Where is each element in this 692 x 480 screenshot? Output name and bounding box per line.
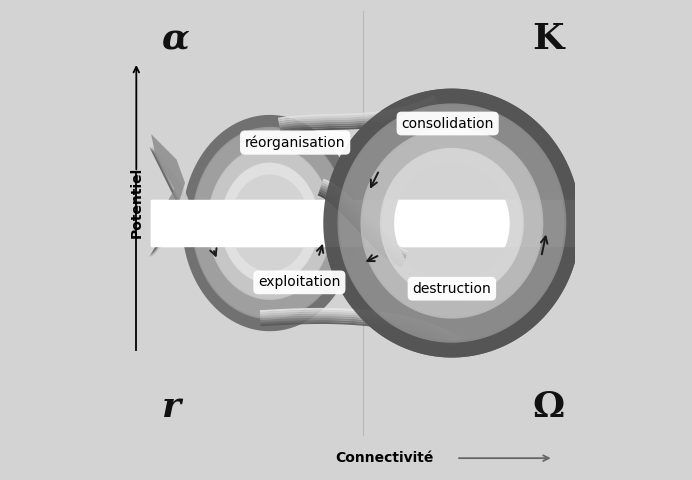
Polygon shape bbox=[318, 191, 404, 265]
Polygon shape bbox=[338, 103, 566, 343]
Polygon shape bbox=[260, 310, 459, 341]
Polygon shape bbox=[361, 128, 543, 319]
Bar bbox=[151, 200, 575, 246]
Polygon shape bbox=[321, 183, 407, 257]
Polygon shape bbox=[361, 128, 543, 319]
Polygon shape bbox=[380, 148, 524, 298]
Polygon shape bbox=[318, 193, 403, 267]
Polygon shape bbox=[320, 185, 406, 259]
Polygon shape bbox=[323, 89, 581, 358]
Polygon shape bbox=[319, 189, 405, 263]
Polygon shape bbox=[278, 96, 436, 122]
Polygon shape bbox=[320, 187, 406, 261]
Text: consolidation: consolidation bbox=[401, 117, 494, 131]
Polygon shape bbox=[280, 102, 439, 128]
Polygon shape bbox=[153, 147, 193, 257]
Polygon shape bbox=[260, 322, 453, 351]
Polygon shape bbox=[192, 127, 348, 319]
Polygon shape bbox=[260, 316, 457, 346]
Polygon shape bbox=[208, 146, 332, 300]
Polygon shape bbox=[149, 147, 189, 257]
Polygon shape bbox=[260, 318, 455, 348]
Polygon shape bbox=[182, 115, 358, 331]
Polygon shape bbox=[380, 148, 524, 298]
Polygon shape bbox=[280, 108, 441, 133]
Polygon shape bbox=[279, 100, 438, 126]
Polygon shape bbox=[221, 163, 319, 284]
Polygon shape bbox=[260, 314, 457, 344]
Text: K: K bbox=[533, 22, 564, 56]
Text: r: r bbox=[162, 390, 181, 424]
Bar bbox=[151, 11, 575, 435]
Polygon shape bbox=[279, 98, 437, 124]
Text: Connectivité: Connectivité bbox=[335, 451, 433, 465]
Text: réorganisation: réorganisation bbox=[245, 135, 345, 150]
Polygon shape bbox=[152, 147, 192, 257]
Polygon shape bbox=[150, 147, 190, 257]
Bar bbox=[151, 200, 575, 246]
Polygon shape bbox=[322, 181, 408, 255]
Polygon shape bbox=[280, 106, 441, 132]
Polygon shape bbox=[322, 179, 408, 253]
Text: Potentiel: Potentiel bbox=[129, 166, 143, 238]
Polygon shape bbox=[338, 103, 566, 343]
Polygon shape bbox=[260, 308, 461, 339]
Polygon shape bbox=[280, 104, 439, 130]
Text: α: α bbox=[162, 22, 190, 56]
Polygon shape bbox=[278, 95, 435, 120]
Text: destruction: destruction bbox=[412, 282, 491, 296]
Polygon shape bbox=[151, 134, 185, 240]
Polygon shape bbox=[260, 312, 459, 342]
Polygon shape bbox=[323, 89, 581, 358]
Polygon shape bbox=[260, 320, 455, 349]
Text: Ω: Ω bbox=[532, 390, 564, 424]
Text: exploitation: exploitation bbox=[258, 276, 340, 289]
